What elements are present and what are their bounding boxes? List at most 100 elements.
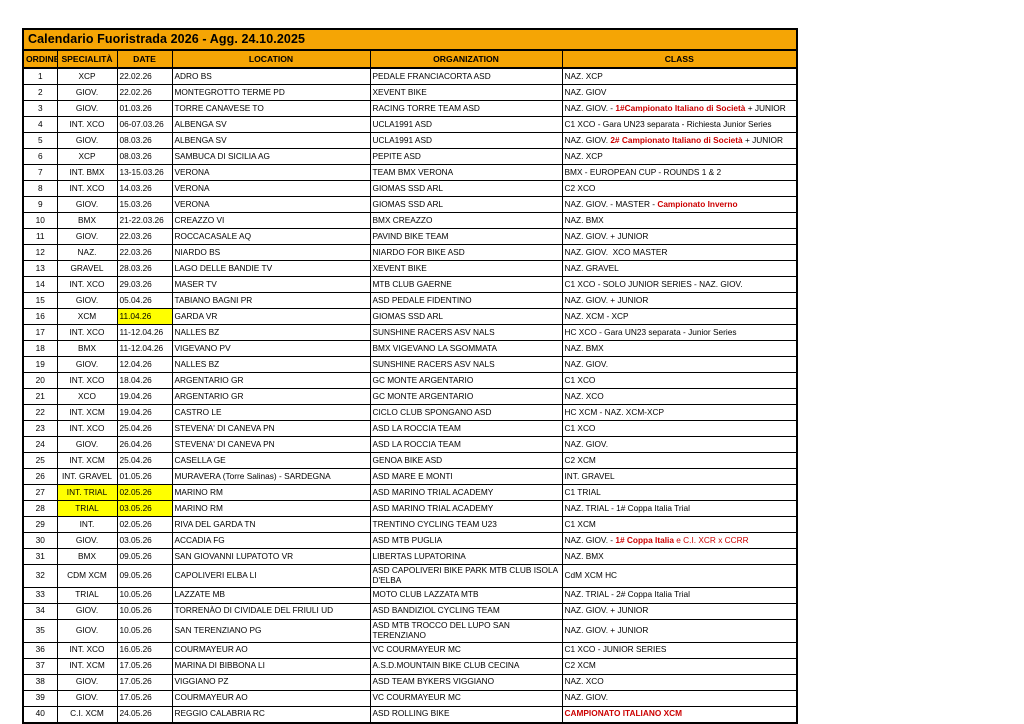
table-row: 16 XCM 11.04.26 GARDA VR GIOMAS SSD ARL NAZ. …: [22, 308, 798, 325]
cell-date: 22.02.26: [116, 67, 173, 85]
cell-location: CASTRO LE: [171, 404, 371, 421]
cell-date: 02.05.26: [116, 484, 173, 501]
cell-organization: GENOA BIKE ASD: [369, 452, 563, 469]
cell-ordine: 24: [22, 436, 58, 453]
cell-class: NAZ. GIOV.: [561, 436, 798, 453]
cell-organization: RACING TORRE TEAM ASD: [369, 100, 563, 117]
class-segment: NAZ. BMX: [564, 550, 604, 561]
cell-specialita: XCP: [56, 67, 118, 85]
class-segment: C1 TRIAL: [564, 486, 601, 497]
cell-location: MARINO RM: [171, 484, 371, 501]
class-segment: 2# Campionato Italiano di Società: [610, 134, 743, 145]
cell-specialita: GIOV.: [56, 602, 118, 620]
page-title: Calendario Fuoristrada 2026 - Agg. 24.10…: [22, 28, 798, 51]
table-row: 28 TRIAL 03.05.26 MARINO RM ASD MARINO TRIAL…: [22, 500, 798, 517]
cell-date: 08.03.26: [116, 148, 173, 165]
table-row: 24 GIOV. 26.04.26 STEVENA' DI CANEVA PN ASD …: [22, 436, 798, 453]
cell-organization: ASD CAPOLIVERI BIKE PARK MTB CLUB ISOLA …: [369, 564, 563, 588]
table-row: 31 BMX 09.05.26 SAN GIOVANNI LUPATOTO VR LIB…: [22, 548, 798, 565]
column-header-specialita: SPECIALITÀ: [56, 49, 118, 69]
cell-ordine: 16: [22, 308, 58, 325]
cell-organization: UCLA1991 ASD: [369, 132, 563, 149]
cell-specialita: BMX: [56, 340, 118, 357]
cell-date: 13-15.03.26: [116, 164, 173, 181]
cell-date: 11.04.26: [116, 308, 173, 325]
cell-class: NAZ. GIOV. + JUNIOR: [561, 602, 798, 620]
cell-organization: PEPITE ASD: [369, 148, 563, 165]
cell-location: ALBENGA SV: [171, 116, 371, 133]
table-row: 29 INT. 02.05.26 RIVA DEL GARDA TN TRENTINO …: [22, 516, 798, 533]
cell-specialita: INT.: [56, 516, 118, 533]
cell-specialita: GIOV.: [56, 356, 118, 373]
cell-class: NAZ. XCM - XCP: [561, 308, 798, 325]
cell-ordine: 11: [22, 228, 58, 245]
class-segment: C1 XCO: [564, 374, 596, 385]
class-segment: HC XCO - Gara UN23 separata - Junior Ser…: [564, 326, 737, 337]
table-row: 5 GIOV. 08.03.26 ALBENGA SV UCLA1991 ASD NAZ.…: [22, 132, 798, 149]
cell-ordine: 29: [22, 516, 58, 533]
cell-location: TORRENÀO DI CIVIDALE DEL FRIULI UD: [171, 602, 371, 620]
cell-specialita: BMX: [56, 212, 118, 229]
cell-date: 26.04.26: [116, 436, 173, 453]
cell-class: HC XCO - Gara UN23 separata - Junior Ser…: [561, 324, 798, 341]
cell-class: C2 XCM: [561, 452, 798, 469]
cell-ordine: 28: [22, 500, 58, 517]
cell-date: 28.03.26: [116, 260, 173, 277]
cell-location: VERONA: [171, 180, 371, 197]
cell-organization: SUNSHINE RACERS ASV NALS: [369, 324, 563, 341]
cell-class: NAZ. GIOV.: [561, 356, 798, 373]
cell-date: 24.05.26: [116, 705, 173, 724]
cell-class: C1 XCO - SOLO JUNIOR SERIES - NAZ. GIOV.: [561, 276, 798, 293]
table-row: 2 GIOV. 22.02.26 MONTEGROTTO TERME PD XEVENT…: [22, 84, 798, 101]
cell-class: NAZ. GIOV. 2# Campionato Italiano di Soc…: [561, 132, 798, 149]
table-row: 35 GIOV. 10.05.26 SAN TERENZIANO PG ASD MTB …: [22, 618, 798, 643]
cell-ordine: 32: [22, 564, 58, 588]
cell-class: NAZ. GIOV. + JUNIOR: [561, 618, 798, 643]
class-segment: NAZ. XCO: [564, 390, 604, 401]
table-row: 32 CDM XCM 09.05.26 CAPOLIVERI ELBA LI ASD C…: [22, 564, 798, 588]
cell-specialita: XCP: [56, 148, 118, 165]
cell-location: MONTEGROTTO TERME PD: [171, 84, 371, 101]
class-segment: NAZ. GIOV.: [564, 692, 609, 703]
cell-class: NAZ. GIOV. + JUNIOR: [561, 228, 798, 245]
cell-location: COURMAYEUR AO: [171, 689, 371, 707]
cell-location: SAN GIOVANNI LUPATOTO VR: [171, 548, 371, 565]
cell-ordine: 38: [22, 673, 58, 691]
cell-specialita: INT. XCO: [56, 276, 118, 293]
column-header-class: CLASS: [561, 49, 798, 69]
cell-date: 22.03.26: [116, 244, 173, 261]
cell-organization: ASD LA ROCCIA TEAM: [369, 436, 563, 453]
cell-specialita: INT. XCO: [56, 180, 118, 197]
table-row: 19 GIOV. 12.04.26 NALLES BZ SUNSHINE RACERS …: [22, 356, 798, 373]
column-header-location: LOCATION: [171, 49, 371, 69]
cell-date: 19.04.26: [116, 404, 173, 421]
class-segment: BMX - EUROPEAN CUP - ROUNDS 1 & 2: [564, 166, 722, 177]
title-row: Calendario Fuoristrada 2026 - Agg. 24.10…: [22, 28, 798, 51]
column-header-date: DATE: [116, 49, 173, 69]
cell-organization: BMX VIGEVANO LA SGOMMATA: [369, 340, 563, 357]
cell-date: 29.03.26: [116, 276, 173, 293]
class-segment: NAZ. GIOV.: [564, 358, 609, 369]
cell-ordine: 31: [22, 548, 58, 565]
cell-class: NAZ. XCO: [561, 673, 798, 691]
cell-specialita: INT. XCM: [56, 657, 118, 675]
cell-organization: TEAM BMX VERONA: [369, 164, 563, 181]
cell-specialita: INT. XCO: [56, 420, 118, 437]
cell-ordine: 23: [22, 420, 58, 437]
cell-specialita: GIOV.: [56, 673, 118, 691]
cell-date: 17.05.26: [116, 673, 173, 691]
cell-date: 08.03.26: [116, 132, 173, 149]
cell-location: VIGGIANO PZ: [171, 673, 371, 691]
cell-ordine: 26: [22, 468, 58, 485]
class-segment: C1 XCO - JUNIOR SERIES: [564, 644, 667, 655]
cell-location: MARINA DI BIBBONA LI: [171, 657, 371, 675]
cell-location: ADRO BS: [171, 67, 371, 85]
class-segment: NAZ. GIOV. -: [564, 102, 616, 113]
cell-ordine: 30: [22, 532, 58, 549]
class-segment: NAZ. TRIAL - 2# Coppa Italia Trial: [564, 589, 690, 600]
cell-specialita: GIOV.: [56, 132, 118, 149]
table-row: 20 INT. XCO 18.04.26 ARGENTARIO GR GC MONTE …: [22, 372, 798, 389]
cell-class: NAZ. GIOV. XCO MASTER: [561, 244, 798, 261]
class-segment: NAZ. GRAVEL: [564, 262, 619, 273]
class-segment: 1# Coppa Italia: [615, 534, 674, 545]
